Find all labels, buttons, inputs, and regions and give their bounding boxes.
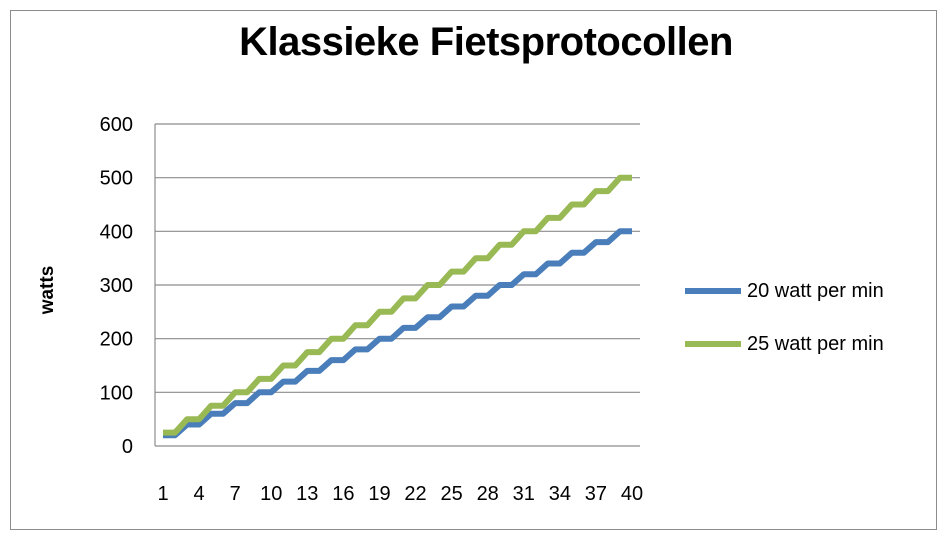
x-tick-label: 25 <box>440 483 462 505</box>
legend-item-25-watt: 25 watt per min <box>685 331 884 357</box>
chart-title: Klassieke Fietsprotocollen <box>239 20 733 64</box>
legend-swatch-20-watt <box>685 288 741 294</box>
x-tick-label: 28 <box>477 483 499 505</box>
chart-frame <box>10 10 937 530</box>
x-tick-label: 10 <box>260 483 282 505</box>
y-tick-label: 100 <box>100 382 133 404</box>
y-tick-label: 400 <box>100 221 133 243</box>
y-tick-label: 0 <box>122 436 133 458</box>
legend-label-20-watt: 20 watt per min <box>747 279 884 302</box>
x-tick-label: 4 <box>194 483 205 505</box>
x-tick-label: 40 <box>621 483 643 505</box>
x-tick-label: 1 <box>157 483 168 505</box>
series-lines <box>163 174 632 439</box>
x-tick-label: 31 <box>513 483 535 505</box>
x-tick-label: 34 <box>549 483 571 505</box>
y-tick-label: 200 <box>100 329 133 351</box>
legend-label-25-watt: 25 watt per min <box>747 332 884 355</box>
x-tick-label: 19 <box>368 483 390 505</box>
x-tick-label: 22 <box>404 483 426 505</box>
y-tick-label: 300 <box>100 275 133 297</box>
x-tick-label: 13 <box>296 483 318 505</box>
x-tick-labels: 1 4 7 10 13 16 19 22 25 28 31 34 37 40 <box>157 483 643 505</box>
legend-item-20-watt: 20 watt per min <box>685 278 884 304</box>
y-tick-labels: 0 100 200 300 400 500 600 <box>100 114 133 458</box>
legend: 20 watt per min 25 watt per min <box>685 278 884 384</box>
y-tick-label: 600 <box>100 114 133 136</box>
y-tick-label: 500 <box>100 168 133 190</box>
series-line-20-watt <box>163 228 632 439</box>
legend-swatch-25-watt <box>685 341 741 347</box>
x-tick-label: 7 <box>230 483 241 505</box>
x-tick-label: 37 <box>585 483 607 505</box>
x-tick-label: 16 <box>332 483 354 505</box>
series-line-25-watt <box>163 174 632 436</box>
